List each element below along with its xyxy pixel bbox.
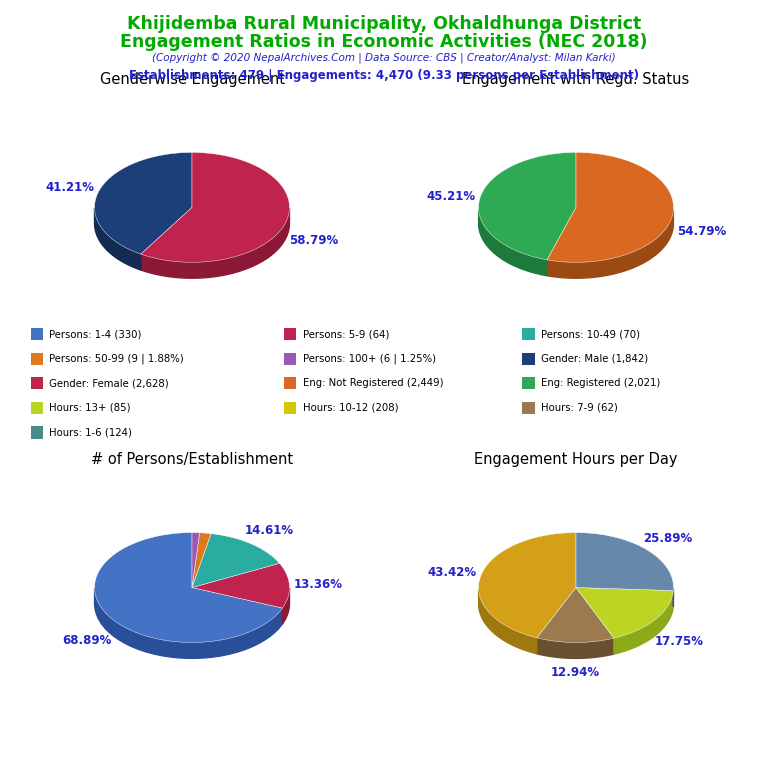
Title: Engagement Hours per Day: Engagement Hours per Day (475, 452, 677, 467)
Polygon shape (547, 152, 674, 263)
Polygon shape (537, 638, 614, 658)
Text: Persons: 5-9 (64): Persons: 5-9 (64) (303, 329, 389, 339)
Polygon shape (94, 532, 283, 643)
Text: Khijidemba Rural Municipality, Okhaldhunga District: Khijidemba Rural Municipality, Okhaldhun… (127, 15, 641, 33)
Text: Persons: 100+ (6 | 1.25%): Persons: 100+ (6 | 1.25%) (303, 353, 435, 364)
Polygon shape (94, 588, 283, 658)
Text: 12.94%: 12.94% (551, 666, 600, 679)
Polygon shape (283, 588, 290, 624)
Polygon shape (192, 533, 211, 588)
Text: Hours: 7-9 (62): Hours: 7-9 (62) (541, 402, 617, 413)
Text: (Copyright © 2020 NepalArchives.Com | Data Source: CBS | Creator/Analyst: Milan : (Copyright © 2020 NepalArchives.Com | Da… (152, 52, 616, 63)
Text: Eng: Not Registered (2,449): Eng: Not Registered (2,449) (303, 378, 443, 389)
Text: Engagement Ratios in Economic Activities (NEC 2018): Engagement Ratios in Economic Activities… (121, 33, 647, 51)
Polygon shape (94, 152, 192, 254)
Polygon shape (576, 588, 674, 638)
Text: 43.42%: 43.42% (428, 566, 476, 579)
Title: # of Persons/Establishment: # of Persons/Establishment (91, 452, 293, 467)
Text: 41.21%: 41.21% (45, 181, 94, 194)
Polygon shape (192, 532, 200, 588)
Polygon shape (192, 534, 280, 588)
Text: Hours: 13+ (85): Hours: 13+ (85) (49, 402, 131, 413)
Text: Hours: 1-6 (124): Hours: 1-6 (124) (49, 427, 132, 438)
Polygon shape (192, 563, 290, 608)
Text: Persons: 10-49 (70): Persons: 10-49 (70) (541, 329, 640, 339)
Text: 45.21%: 45.21% (426, 190, 475, 204)
Polygon shape (614, 591, 674, 654)
Polygon shape (478, 532, 576, 638)
Polygon shape (94, 208, 141, 270)
Text: Hours: 10-12 (208): Hours: 10-12 (208) (303, 402, 399, 413)
Polygon shape (141, 208, 290, 278)
Title: Engagement with Regd. Status: Engagement with Regd. Status (462, 72, 690, 87)
Text: Persons: 50-99 (9 | 1.88%): Persons: 50-99 (9 | 1.88%) (49, 353, 184, 364)
Polygon shape (478, 152, 576, 260)
Polygon shape (141, 152, 290, 263)
Text: Establishments: 479 | Engagements: 4,470 (9.33 persons per Establishment): Establishments: 479 | Engagements: 4,470… (129, 69, 639, 82)
Text: 54.79%: 54.79% (677, 225, 726, 238)
Polygon shape (576, 532, 674, 591)
Text: 13.36%: 13.36% (294, 578, 343, 591)
Text: 25.89%: 25.89% (644, 532, 693, 545)
Polygon shape (478, 590, 537, 654)
Text: Eng: Registered (2,021): Eng: Registered (2,021) (541, 378, 660, 389)
Polygon shape (547, 210, 674, 278)
Text: 68.89%: 68.89% (62, 634, 111, 647)
Polygon shape (537, 588, 614, 643)
Title: Genderwise Engagement: Genderwise Engagement (100, 72, 284, 87)
Text: Gender: Male (1,842): Gender: Male (1,842) (541, 353, 648, 364)
Polygon shape (478, 210, 547, 276)
Text: 58.79%: 58.79% (290, 233, 339, 247)
Text: Persons: 1-4 (330): Persons: 1-4 (330) (49, 329, 141, 339)
Text: 14.61%: 14.61% (245, 525, 294, 538)
Text: Gender: Female (2,628): Gender: Female (2,628) (49, 378, 169, 389)
Text: 17.75%: 17.75% (655, 635, 704, 648)
